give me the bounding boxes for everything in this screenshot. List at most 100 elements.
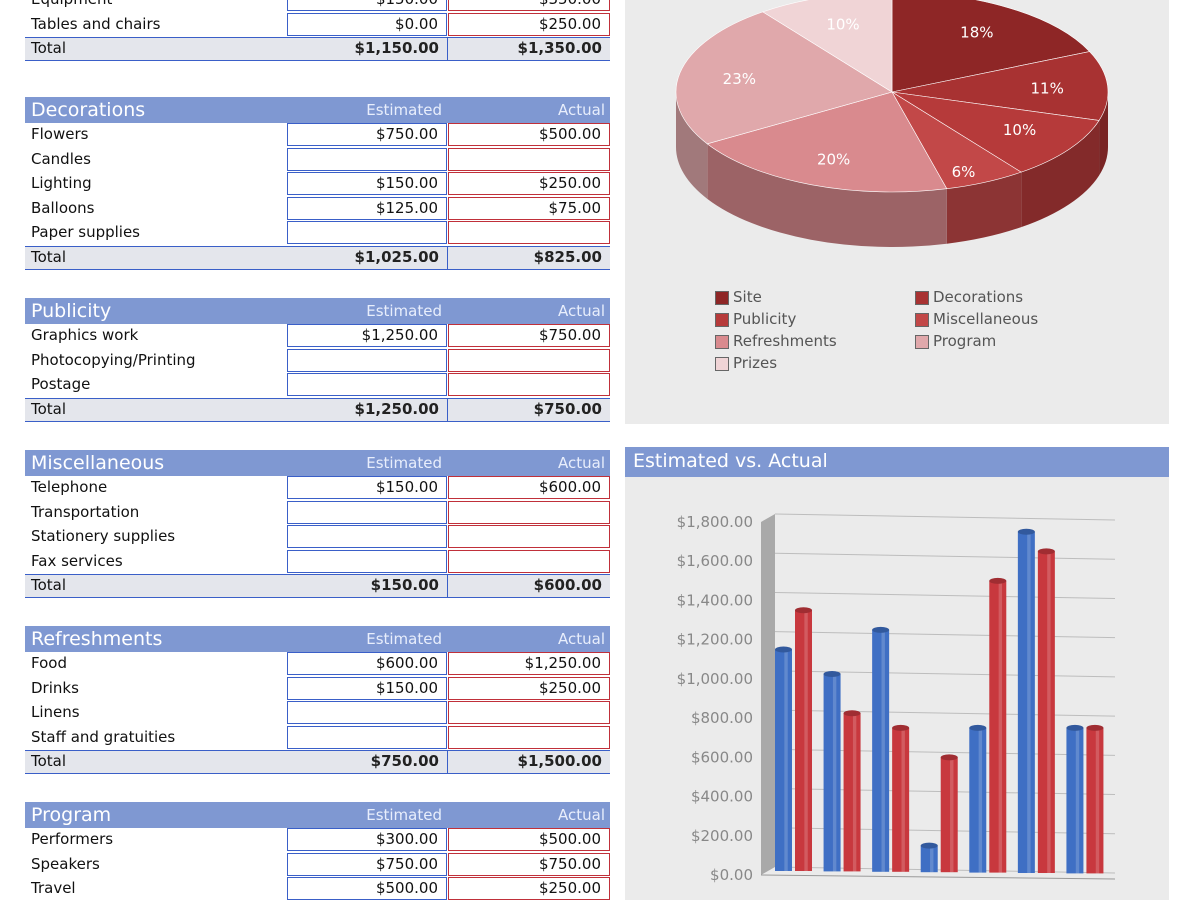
actual-cell[interactable] (448, 348, 610, 372)
actual-header: Actual (558, 101, 605, 119)
estimated-cell[interactable] (287, 549, 447, 573)
actual-cell[interactable]: $250.00 (448, 877, 610, 900)
actual-cell[interactable] (448, 500, 610, 524)
estimated-cell[interactable] (287, 725, 447, 749)
estimated-header: Estimated (366, 454, 442, 472)
actual-cell[interactable]: $750.00 (448, 852, 610, 876)
total-label: Total (31, 39, 67, 57)
row-label: Drinks (31, 678, 79, 697)
actual-cell[interactable] (448, 221, 610, 244)
total-estimated: $1,025.00 (354, 247, 439, 266)
actual-cell[interactable]: $500.00 (448, 123, 610, 146)
estimated-bar (920, 842, 938, 873)
total-row: Total $150.00 $600.00 (25, 574, 610, 598)
gridline (774, 591, 1116, 599)
y-tick-label: $1,400.00 (677, 591, 753, 609)
pie-slice-label: 20% (817, 151, 850, 169)
estimated-cell[interactable]: $600.00 (287, 652, 447, 675)
actual-cell[interactable]: $600.00 (448, 476, 610, 499)
legend-item: Site (715, 288, 762, 306)
table-row: Speakers $750.00 $750.00 (25, 852, 610, 877)
y-tick-label: $1,000.00 (677, 670, 753, 688)
table-title: Miscellaneous (31, 452, 165, 474)
estimated-cell[interactable]: $1,250.00 (287, 324, 447, 347)
table-row: Candles (25, 147, 610, 172)
estimated-header: Estimated (366, 630, 442, 648)
pie-slice (762, 0, 893, 93)
legend-label: Prizes (733, 354, 778, 372)
actual-cell[interactable]: $250.00 (448, 172, 610, 195)
row-label: Equipment (31, 0, 112, 8)
actual-cell[interactable]: $250.00 (448, 12, 610, 36)
table-row: Graphics work $1,250.00 $750.00 (25, 324, 610, 348)
legend-swatch (915, 334, 929, 349)
budget-sheet: Equipment$150.00$350.00Tables and chairs… (25, 0, 610, 901)
actual-cell[interactable]: $750.00 (448, 324, 610, 347)
estimated-cell[interactable] (287, 500, 447, 524)
y-tick-label: $1,600.00 (677, 552, 753, 570)
estimated-cell[interactable]: $300.00 (287, 828, 447, 851)
estimated-cell[interactable] (287, 373, 447, 396)
legend-swatch (715, 290, 729, 305)
total-estimated: $750.00 (370, 752, 439, 770)
pie-slice-label: 10% (826, 16, 859, 34)
actual-cell[interactable] (448, 525, 610, 548)
total-actual: $1,350.00 (517, 39, 602, 57)
actual-cell[interactable]: $500.00 (448, 828, 610, 851)
row-label: Tables and chairs (31, 14, 161, 33)
estimated-cell[interactable] (287, 701, 447, 724)
estimated-cell[interactable]: $150.00 (287, 476, 447, 499)
table-row: Tables and chairs $0.00 $250.00 (25, 12, 610, 37)
actual-bar (1086, 724, 1104, 874)
legend-label: Refreshments (733, 332, 837, 350)
actual-cell[interactable]: $350.00 (448, 0, 610, 11)
estimated-cell[interactable]: $0.00 (287, 12, 447, 36)
estimated-cell[interactable]: $150.00 (287, 676, 447, 700)
actual-cell[interactable]: $250.00 (448, 676, 610, 700)
row-label: Postage (31, 375, 91, 393)
estimated-cell[interactable]: $750.00 (287, 123, 447, 146)
pie-slice-label: 11% (1031, 79, 1064, 97)
actual-cell[interactable]: $1,250.00 (448, 652, 610, 675)
estimated-cell[interactable] (287, 147, 447, 171)
table-header: Program Estimated Actual (25, 802, 610, 828)
table-row: Flowers $750.00 $500.00 (25, 123, 610, 147)
y-tick-label: $400.00 (691, 788, 753, 806)
actual-bar (795, 607, 812, 871)
estimated-cell[interactable]: $150.00 (287, 0, 447, 11)
total-row: Total $750.00 $1,500.00 (25, 750, 610, 774)
y-tick-label: $200.00 (691, 827, 753, 845)
y-tick-label: $800.00 (691, 709, 753, 727)
pie-slice-label: 6% (952, 163, 976, 181)
actual-header: Actual (558, 302, 605, 320)
estimated-cell[interactable]: $500.00 (287, 877, 447, 900)
y-tick-label: $1,200.00 (677, 631, 753, 649)
bar-chart-title: Estimated vs. Actual (633, 450, 828, 472)
total-label: Total (31, 752, 67, 770)
estimated-header: Estimated (366, 302, 442, 320)
total-actual: $600.00 (533, 576, 602, 594)
estimated-cell[interactable] (287, 348, 447, 372)
table-row: Drinks $150.00 $250.00 (25, 676, 610, 701)
actual-cell[interactable] (448, 147, 610, 171)
row-label: Performers (31, 830, 114, 848)
estimated-cell[interactable] (287, 525, 447, 548)
actual-cell[interactable] (448, 701, 610, 724)
table-row: Photocopying/Printing (25, 348, 610, 373)
actual-cell[interactable] (448, 549, 610, 573)
table-row: Travel $500.00 $250.00 (25, 877, 610, 901)
actual-header: Actual (558, 454, 605, 472)
actual-cell[interactable]: $75.00 (448, 196, 610, 220)
total-label: Total (31, 576, 67, 594)
estimated-cell[interactable]: $125.00 (287, 196, 447, 220)
estimated-cell[interactable]: $750.00 (287, 852, 447, 876)
actual-bar (1037, 548, 1055, 873)
legend-item: Prizes (715, 354, 777, 372)
table-row: Fax services (25, 549, 610, 574)
legend-swatch (715, 312, 729, 327)
estimated-cell[interactable]: $150.00 (287, 172, 447, 195)
actual-cell[interactable] (448, 725, 610, 749)
estimated-cell[interactable] (287, 221, 447, 244)
actual-cell[interactable] (448, 373, 610, 396)
row-label: Food (31, 654, 67, 672)
